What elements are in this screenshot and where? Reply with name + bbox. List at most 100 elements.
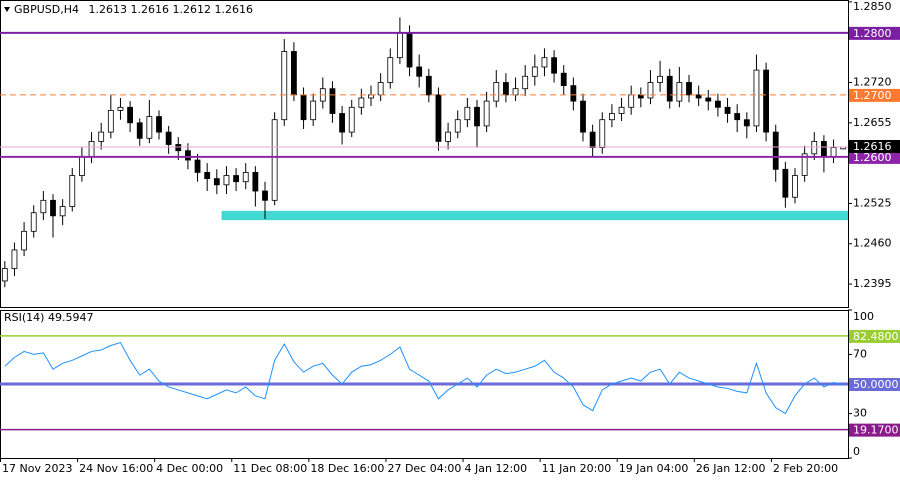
candle-body — [676, 82, 683, 102]
candle-body — [445, 131, 451, 142]
y-tick-label: 1.2460 — [853, 237, 892, 250]
candle-body — [416, 66, 423, 77]
candle-body — [695, 94, 702, 99]
candle-body — [204, 172, 211, 180]
y-tick-label: 1.2655 — [853, 116, 892, 129]
candle-body — [233, 175, 239, 183]
level-label-box — [849, 329, 900, 343]
candle-body — [59, 206, 66, 217]
candle-body — [570, 85, 577, 102]
candle-body — [252, 172, 259, 192]
candle-body — [242, 172, 249, 183]
x-tick-label: 27 Dec 04:00 — [387, 462, 461, 475]
candle-body — [483, 100, 490, 127]
candle-body — [666, 75, 673, 102]
candle-body — [213, 178, 220, 186]
candle-body — [175, 144, 182, 152]
rsi-last: 49.5947 — [48, 311, 94, 324]
candle-body — [339, 113, 345, 133]
y-tick-label: 1.2525 — [853, 196, 892, 209]
y-tick-label: 1.2850 — [853, 0, 892, 13]
candle-body — [30, 212, 37, 232]
candle-body — [387, 57, 394, 83]
candle-body — [531, 66, 538, 77]
last-close: 1.2616 — [214, 3, 253, 16]
candle-body — [281, 51, 288, 121]
candle-body — [454, 119, 461, 133]
candle-body — [801, 153, 808, 176]
x-tick-label: 11 Dec 08:00 — [233, 462, 307, 475]
candle-body — [628, 94, 635, 108]
candle-body — [792, 175, 798, 198]
candle-body — [358, 97, 365, 108]
candle-body — [165, 131, 172, 145]
level-label-box — [849, 378, 900, 391]
candle-body — [194, 159, 201, 173]
candle-body — [811, 141, 818, 155]
price-label-box — [849, 139, 900, 153]
rsi-line — [4, 341, 844, 415]
candle-body — [69, 175, 76, 207]
candle-body — [1, 268, 8, 282]
candle-body — [830, 147, 837, 158]
y-tick-label: 30 — [853, 407, 867, 420]
candle-body — [743, 119, 750, 127]
candle-body — [435, 94, 442, 142]
symbol: GBPUSD,H4 — [14, 3, 79, 16]
candle-body — [715, 100, 721, 108]
x-tick-label: 4 Dec 00:00 — [156, 462, 223, 475]
candle-body — [425, 75, 432, 96]
x-tick-label: 4 Jan 12:00 — [465, 462, 528, 475]
candle-body — [310, 100, 317, 121]
candle-body — [763, 69, 769, 133]
candle-body — [262, 190, 268, 201]
main-panel-frame — [0, 0, 849, 308]
candle-body — [599, 119, 606, 149]
candle-body — [127, 106, 133, 124]
x-tick-label: 2 Feb 20:00 — [773, 462, 838, 475]
candle-body — [512, 88, 519, 96]
candle-body — [657, 75, 663, 83]
candle-body — [136, 122, 143, 139]
candle-body — [580, 100, 586, 133]
candle-body — [618, 106, 625, 114]
chart-header: GBPUSD,H4 1.2613 1.2616 1.2612 1.2616 — [14, 3, 253, 16]
candle-body — [782, 168, 789, 198]
candle-body — [560, 72, 567, 86]
level-label-box — [849, 88, 900, 102]
candle-body — [551, 57, 557, 74]
candle-body — [271, 119, 278, 201]
candle-body — [88, 141, 95, 158]
candle-body — [493, 82, 500, 102]
level-label: 1.2800 — [853, 27, 892, 40]
candle-body — [21, 230, 27, 251]
x-tick-label: 18 Dec 16:00 — [310, 462, 384, 475]
candle-body — [79, 156, 85, 176]
candle-body — [50, 199, 56, 217]
candle-body — [291, 51, 297, 96]
candle-body — [223, 175, 230, 186]
candle-body — [609, 113, 615, 121]
last-low: 1.2612 — [172, 3, 211, 16]
level-label: 19.1700 — [853, 424, 899, 437]
x-tick-label: 26 Jan 12:00 — [696, 462, 766, 475]
level-label: 1.2600 — [853, 151, 892, 164]
candle-body — [117, 106, 124, 111]
candle-body — [503, 82, 509, 96]
candle-body — [300, 94, 307, 121]
level-label-box — [849, 150, 900, 164]
candle-body — [146, 116, 153, 139]
price-label: 1.2616 — [853, 140, 892, 153]
rsi-title: RSI(14) — [4, 311, 44, 324]
candle-body — [377, 82, 384, 96]
candle-body — [11, 249, 18, 269]
candle-body — [98, 131, 105, 142]
x-tick-label: 24 Nov 16:00 — [79, 462, 153, 475]
candle-body — [772, 131, 779, 170]
candle-body — [156, 116, 162, 133]
candle-body — [734, 113, 741, 121]
candle-body — [464, 106, 471, 121]
candle-body — [647, 82, 654, 99]
y-tick-label: 1.2395 — [853, 277, 892, 290]
candle-body — [107, 109, 114, 133]
